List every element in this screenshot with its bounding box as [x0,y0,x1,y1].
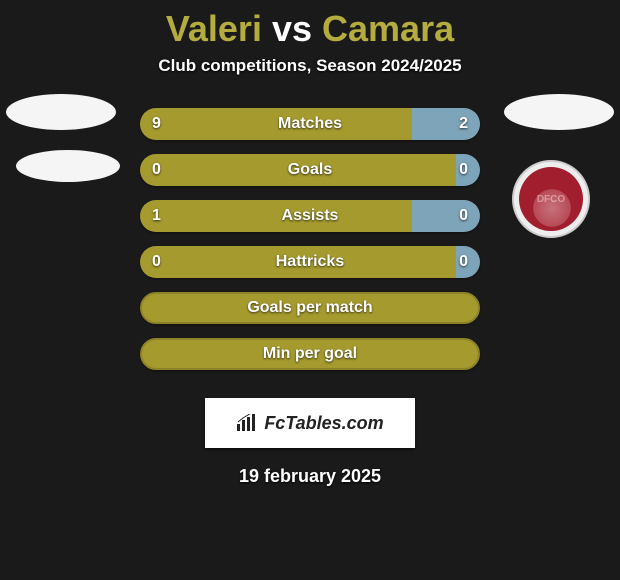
chart-icon [236,414,258,432]
stat-label: Min per goal [142,340,478,368]
comparison-stats: DFCO 92Matches 00Goals 10Assists 00Hattrick… [0,108,620,370]
title-player2: Camara [322,8,454,49]
title-player1: Valeri [166,8,262,49]
brand-badge: FcTables.com [205,398,415,448]
stat-left-value: 9 [140,108,412,140]
player1-avatar-placeholder [6,94,116,130]
stat-row: 10Assists [140,200,480,232]
stat-row: Goals per match [140,292,480,324]
stat-right-value: 0 [412,200,480,232]
date-label: 19 february 2025 [0,466,620,487]
stat-row: 00Goals [140,154,480,186]
stat-right-value: 0 [456,154,480,186]
stat-rows-container: 92Matches 00Goals 10Assists 00Hattricks Goal… [140,108,480,370]
subtitle: Club competitions, Season 2024/2025 [0,56,620,76]
player2-avatar-placeholder [504,94,614,130]
stat-right-value: 0 [456,246,480,278]
page-title: Valeri vs Camara [0,0,620,50]
stat-left-value: 1 [140,200,412,232]
brand-label: FcTables.com [264,413,383,434]
stat-row: Min per goal [140,338,480,370]
stat-label: Goals per match [142,294,478,322]
player1-avatar-placeholder-2 [16,150,120,182]
stat-left-value: 0 [140,246,456,278]
stat-row: 92Matches [140,108,480,140]
crest-eagle-icon [530,186,574,230]
stat-left-value: 0 [140,154,456,186]
player2-club-crest: DFCO [512,160,590,238]
stat-row: 00Hattricks [140,246,480,278]
stat-right-value: 2 [412,108,480,140]
title-vs: vs [272,8,312,49]
